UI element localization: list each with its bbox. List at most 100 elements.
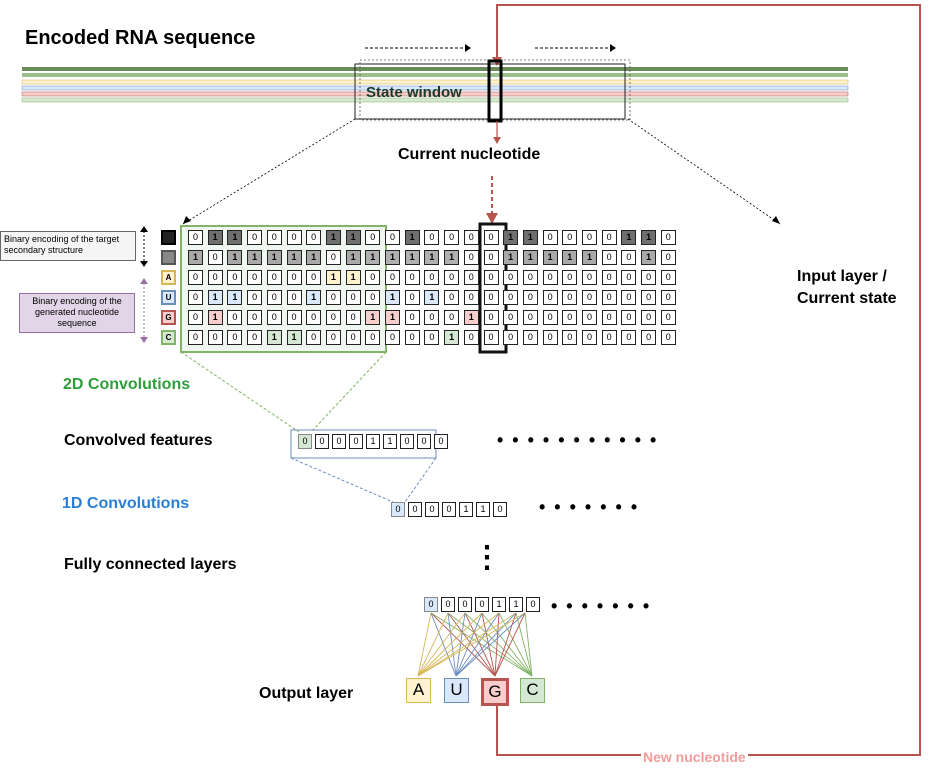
fc-connection: [417, 612, 466, 677]
grid-cell: 0: [424, 230, 440, 245]
grid-cell: 0: [483, 330, 499, 345]
fc-cell: 1: [509, 597, 523, 612]
output-node-a: A: [406, 678, 431, 703]
convolved-feature-cell: 0: [417, 434, 431, 449]
conv1d-ellipsis: • • • • • • •: [539, 497, 640, 517]
grid-cell: 0: [325, 290, 341, 305]
grid-cell: 0: [542, 290, 558, 305]
grid-cell: 0: [660, 310, 676, 325]
grid-cell: 1: [365, 310, 381, 325]
grid-cell: 1: [227, 290, 243, 305]
grid-cell: 1: [385, 250, 400, 265]
grid-cell: 0: [503, 290, 519, 305]
grid-cell: 0: [325, 330, 341, 345]
grid-cell: 0: [385, 270, 400, 285]
grid-cell: 0: [188, 290, 203, 305]
grid-cell: 0: [247, 270, 263, 285]
grid-cell: 0: [582, 310, 597, 325]
fc-connection: [455, 612, 483, 677]
conv1d-cell: 0: [493, 502, 507, 517]
convolved-feature-cell: 0: [349, 434, 363, 449]
convolved-feature-cell: 1: [383, 434, 397, 449]
current-column-highlight: [478, 222, 508, 354]
grid-cell: 1: [266, 330, 282, 345]
fc-connection: [515, 612, 533, 677]
grid-cell: 0: [542, 330, 558, 345]
fc-connection: [417, 612, 500, 677]
grid-cell: 0: [522, 310, 538, 325]
conv1d-cell: 1: [476, 502, 490, 517]
grid-cell: 1: [503, 250, 519, 265]
legend-key: C: [161, 330, 176, 345]
fc-cell: 0: [424, 597, 438, 612]
grid-cell: 0: [365, 330, 381, 345]
grid-cell: 1: [424, 290, 440, 305]
grid-cell: 0: [266, 270, 282, 285]
grid-cell: 1: [522, 230, 538, 245]
grid-cell: 0: [641, 290, 657, 305]
conv1d-cell: 0: [408, 502, 422, 517]
grid-cell: 0: [641, 310, 657, 325]
conv1d-cell: 1: [459, 502, 473, 517]
grid-cell: 1: [306, 290, 322, 305]
grid-cell: 0: [286, 270, 302, 285]
grid-cell: 0: [601, 330, 617, 345]
grid-cell: 0: [601, 310, 617, 325]
grid-cell: 1: [345, 250, 361, 265]
grid-cell: 0: [582, 290, 597, 305]
grid-cell: 0: [385, 330, 400, 345]
grid-cell: 0: [463, 250, 479, 265]
conv1d-cell: 0: [391, 502, 405, 517]
fc-connection: [417, 612, 517, 677]
fc-connection: [498, 612, 533, 677]
grid-cell: 0: [660, 270, 676, 285]
grid-cell: 1: [227, 250, 243, 265]
conv1d-kernel-window: [290, 429, 437, 459]
grid-cell: 0: [286, 310, 302, 325]
grid-cell: 0: [424, 270, 440, 285]
grid-cell: 1: [325, 230, 341, 245]
grid-cell: 0: [404, 290, 420, 305]
grid-cell: 0: [601, 290, 617, 305]
fc-connection: [494, 612, 500, 677]
legend-key: G: [161, 310, 176, 325]
grid-cell: 1: [385, 310, 400, 325]
grid-cell: 0: [207, 250, 223, 265]
strip-structure-2: [22, 73, 848, 77]
grid-cell: 0: [641, 270, 657, 285]
grid-cell: 1: [365, 250, 381, 265]
convolved-feature-cell: 1: [366, 434, 380, 449]
fc-cell: 0: [475, 597, 489, 612]
input-layer-label: Input layer / Current state: [797, 268, 897, 307]
convolved-feature-cell: 0: [315, 434, 329, 449]
convolved-feature-cell: 0: [400, 434, 414, 449]
grid-cell: 1: [463, 310, 479, 325]
grid-cell: 0: [660, 290, 676, 305]
grid-cell: 1: [562, 250, 578, 265]
grid-cell: 0: [444, 230, 460, 245]
grid-cell: 1: [207, 290, 223, 305]
grid-cell: 0: [325, 310, 341, 325]
conv1d-cell: 0: [442, 502, 456, 517]
conv2d-label: 2D Convolutions: [63, 376, 191, 393]
conv1d-label: 1D Convolutions: [62, 495, 190, 512]
grid-cell: 0: [404, 310, 420, 325]
grid-cell: 0: [247, 330, 263, 345]
grid-cell: 0: [325, 250, 341, 265]
legend-key: [161, 250, 176, 265]
grid-cell: 0: [247, 290, 263, 305]
grid-cell: 0: [444, 290, 460, 305]
output-layer-label: Output layer: [259, 685, 354, 702]
grid-cell: 0: [542, 270, 558, 285]
grid-cell: 0: [503, 270, 519, 285]
grid-cell: 0: [621, 250, 637, 265]
strip-structure-1: [22, 67, 848, 71]
grid-cell: 0: [463, 270, 479, 285]
grid-cell: 0: [522, 270, 538, 285]
fc-connection: [481, 612, 533, 677]
convolved-feature-cell: 0: [298, 434, 312, 449]
grid-cell: 0: [207, 270, 223, 285]
grid-cell: 0: [365, 290, 381, 305]
convolved-ellipsis: • • • • • • • • • • •: [497, 430, 659, 450]
grid-cell: 0: [444, 310, 460, 325]
